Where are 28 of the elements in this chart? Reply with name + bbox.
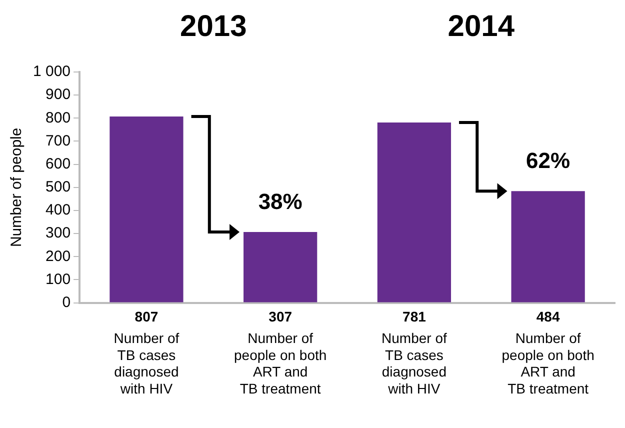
x-tick-label: Number of TB cases diagnosed with HIV (382, 330, 447, 396)
text: 2013 (180, 10, 247, 43)
data-label: 807 (134, 308, 158, 325)
x-tick-label: Number of TB cases diagnosed with HIV (114, 330, 180, 396)
y-tick-label: 800 (46, 109, 71, 126)
y-axis-title: Number of people (8, 128, 26, 248)
data-label: 307 (268, 308, 292, 325)
bar (110, 116, 184, 302)
y-tick-label: 200 (46, 248, 71, 265)
data-label: 484 (536, 308, 560, 325)
y-tick-label: 900 (46, 86, 71, 104)
y-tick-label: 700 (46, 132, 71, 150)
x-tick-label: Number of people on both ART and TB treatment (234, 330, 327, 396)
y-tick-label: 600 (46, 155, 71, 172)
annotation: 62% (526, 148, 570, 174)
annotation: 38% (258, 189, 302, 214)
x-tick-label: Number of people on both ART and TB treatment (502, 330, 594, 396)
y-tick-label: 300 (46, 224, 71, 242)
y-tick-label: 0 (62, 294, 71, 311)
y-tick-label: 500 (46, 178, 71, 196)
y-tick-label: 400 (46, 202, 71, 219)
y-tick-label: 1 000 (32, 63, 71, 80)
bar (244, 232, 318, 302)
y-tick-label: 100 (46, 270, 71, 288)
data-label: 781 (402, 308, 426, 325)
bar (377, 122, 452, 302)
bar (511, 191, 585, 302)
text: 2014 (448, 10, 515, 43)
